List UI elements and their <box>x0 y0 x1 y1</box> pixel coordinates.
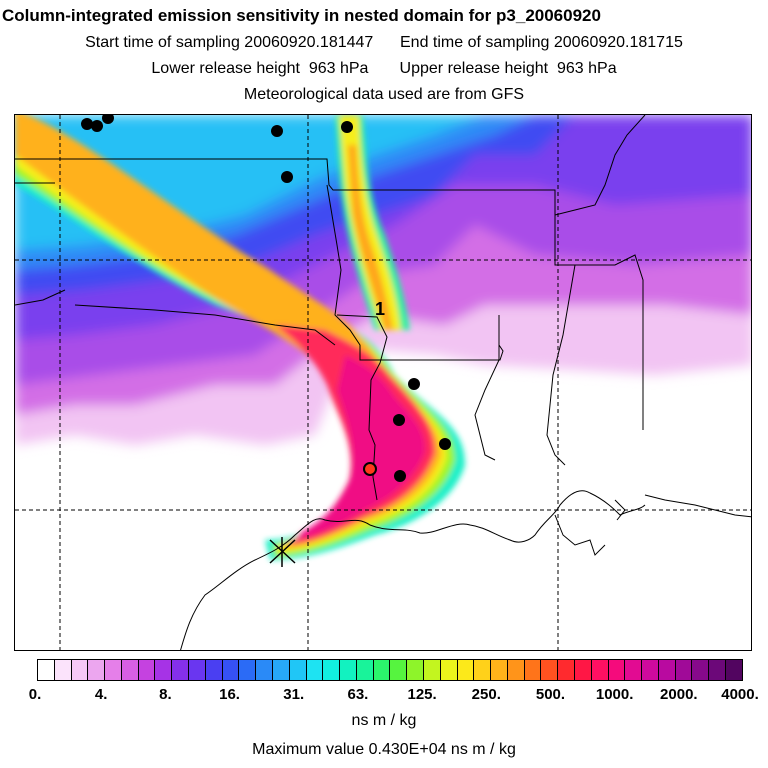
colorbar-tick-label: 125. <box>407 686 437 703</box>
colorbar-segment <box>692 660 710 680</box>
colorbar-ticks: 0. 4. 8. 16. 31. 63. 125. 250. 500. 1000. 2000. 400… <box>0 686 768 706</box>
colorbar-tick-label: 2000. <box>660 686 698 703</box>
colorbar-tick-label: 4000. <box>721 686 759 703</box>
colorbar-segment <box>272 660 290 680</box>
colorbar-segment <box>256 660 273 680</box>
colorbar-units: ns m / kg <box>351 712 417 729</box>
colorbar-segment <box>457 660 475 680</box>
colorbar-segment <box>189 660 206 680</box>
colorbar-segment <box>440 660 458 680</box>
marker-dot <box>91 120 103 132</box>
colorbar-segment <box>306 660 324 680</box>
release-heights: Lower release height 963 hPa Upper relea… <box>151 60 617 77</box>
colorbar-segment <box>558 660 575 680</box>
colorbar-segment <box>155 660 173 680</box>
colorbar-segment <box>491 660 508 680</box>
colorbar-segment <box>608 660 626 680</box>
colorbar-segment <box>222 660 240 680</box>
colorbar-segment <box>709 660 727 680</box>
colorbar-segment <box>71 660 89 680</box>
marker-dot <box>81 118 93 130</box>
plume-north-branch <box>335 115 410 330</box>
marker-dot <box>439 438 451 450</box>
marker-dot <box>408 378 420 390</box>
lat-lon-grid <box>15 115 751 650</box>
colorbar-segment <box>88 660 106 680</box>
marker-dot <box>281 171 293 183</box>
colorbar-segment <box>138 660 156 680</box>
plume-label: 1 <box>375 299 386 319</box>
colorbar-segment <box>423 660 441 680</box>
colorbar-segment <box>289 660 307 680</box>
point-markers <box>81 115 451 482</box>
plot-title: Column-integrated emission sensitivity i… <box>2 6 601 25</box>
meteorological-source: Meteorological data used are from GFS <box>243 86 525 103</box>
colorbar-segment <box>38 660 55 680</box>
colorbar-segment <box>675 660 693 680</box>
sampling-times: Start time of sampling 20060920.181447 E… <box>85 34 683 51</box>
coastline <box>180 490 751 650</box>
colorbar-segment <box>642 660 659 680</box>
colorbar-tick-label: 250. <box>471 686 501 703</box>
colorbar-segment <box>658 660 676 680</box>
colorbar-segment <box>54 660 72 680</box>
colorbar <box>37 659 743 681</box>
colorbar-tick-label: 16. <box>219 686 240 703</box>
colorbar-tick-label: 8. <box>159 686 172 703</box>
maximum-value: Maximum value 0.430E+04 ns m / kg <box>252 741 516 758</box>
colorbar-segment <box>524 660 542 680</box>
marker-dot <box>102 115 114 124</box>
colorbar-segment <box>541 660 559 680</box>
colorbar-segment <box>625 660 643 680</box>
colorbar-segment <box>105 660 122 680</box>
colorbar-tick-label: 0. <box>28 686 42 703</box>
receptor-marker <box>363 462 377 476</box>
colorbar-segment <box>726 660 742 680</box>
marker-dot <box>394 470 406 482</box>
colorbar-segment <box>172 660 190 680</box>
marker-dot <box>271 125 283 137</box>
marker-dot <box>393 414 405 426</box>
colorbar-tick-label: 1000. <box>595 686 634 703</box>
colorbar-segment <box>373 660 391 680</box>
emission-sensitivity-map: 1 <box>14 114 752 651</box>
colorbar-segment <box>575 660 592 680</box>
marker-dot <box>341 121 353 133</box>
colorbar-tick-label: 63. <box>347 686 369 703</box>
colorbar-segment <box>121 660 139 680</box>
colorbar-segment <box>340 660 357 680</box>
colorbar-segment <box>591 660 609 680</box>
colorbar-segment <box>474 660 492 680</box>
colorbar-segment <box>323 660 341 680</box>
colorbar-segment <box>507 660 525 680</box>
map-svg <box>15 115 751 650</box>
x-icon <box>269 537 296 567</box>
colorbar-tick-label: 31. <box>283 686 305 703</box>
state-borders <box>15 115 646 501</box>
colorbar-tick-label: 4. <box>94 686 108 703</box>
colorbar-segment <box>407 660 424 680</box>
colorbar-segment <box>239 660 257 680</box>
colorbar-segment <box>356 660 374 680</box>
colorbar-tick-label: 500. <box>535 686 566 703</box>
colorbar-segment <box>205 660 223 680</box>
plume <box>15 115 465 560</box>
colorbar-segment <box>390 660 408 680</box>
